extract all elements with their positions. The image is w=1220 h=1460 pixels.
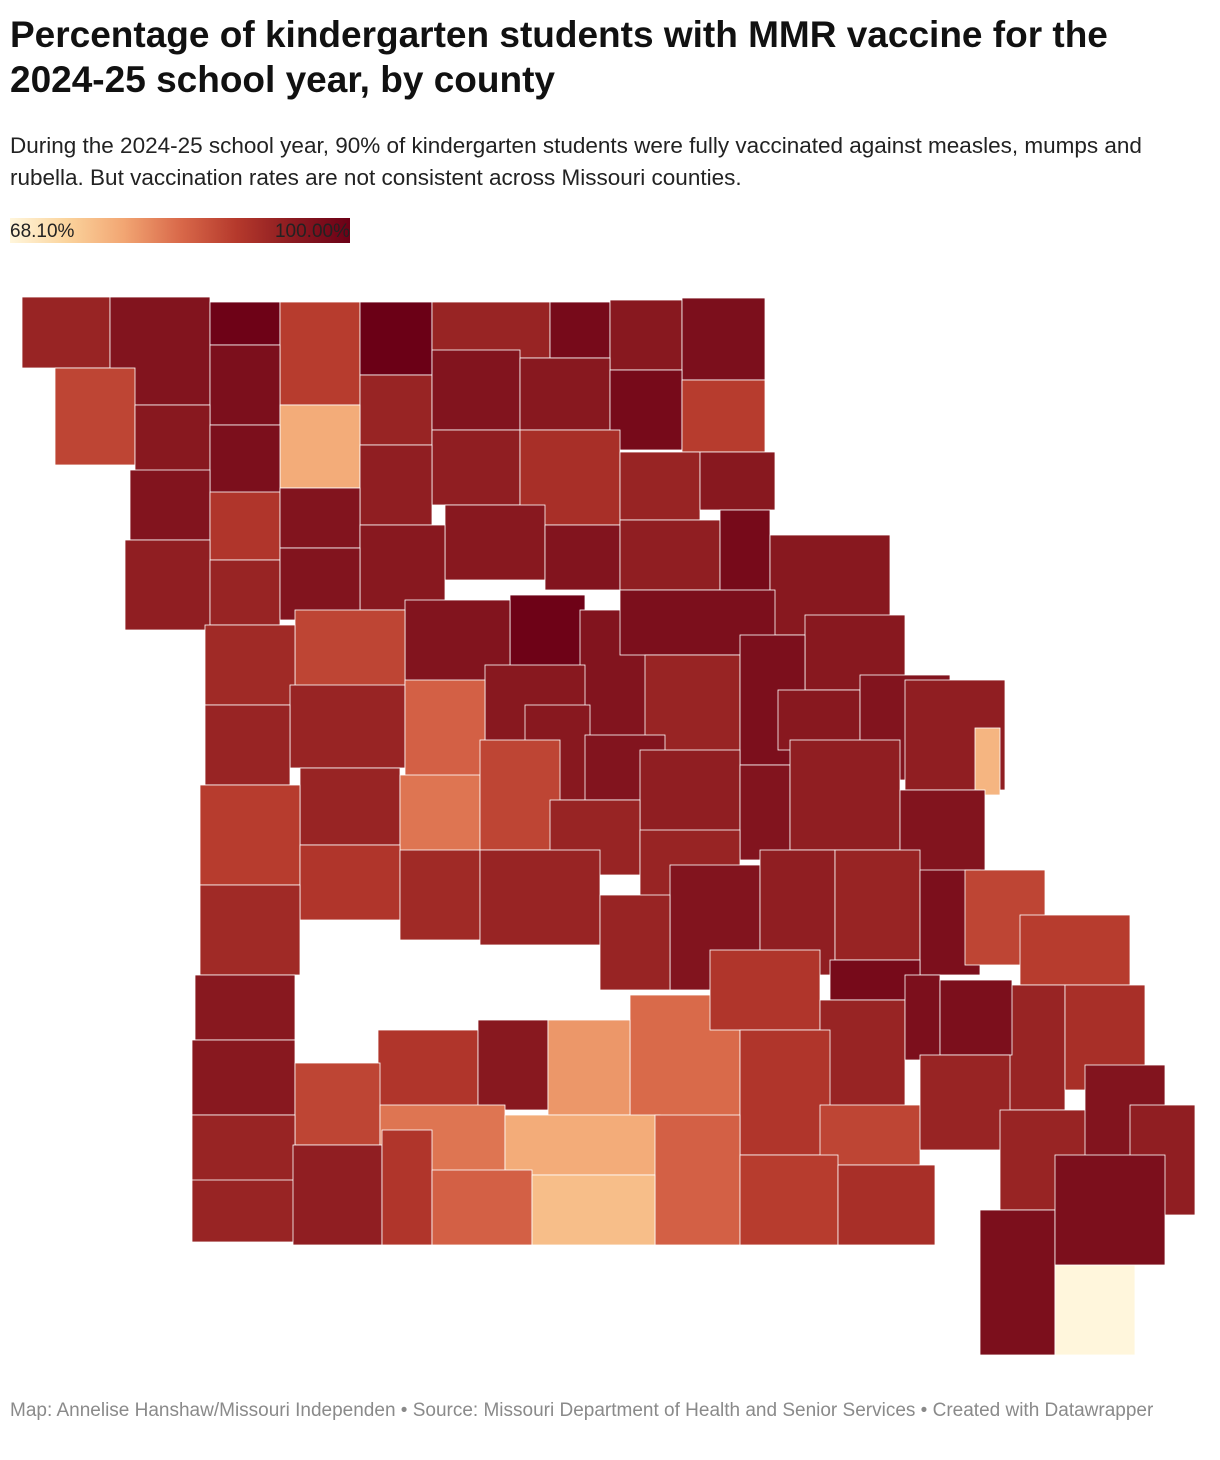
county xyxy=(381,1129,433,1246)
county xyxy=(204,624,296,706)
county xyxy=(639,749,741,836)
county xyxy=(191,1114,296,1183)
county xyxy=(292,1144,383,1246)
county xyxy=(124,539,211,631)
county xyxy=(1019,914,1131,986)
chart-subtitle: During the 2024-25 school year, 90% of k… xyxy=(10,133,1142,190)
county xyxy=(191,1039,296,1116)
chart-title: Percentage of kindergarten students with… xyxy=(10,14,1108,100)
county xyxy=(359,444,433,526)
county xyxy=(294,1062,381,1146)
county xyxy=(279,301,361,406)
county xyxy=(531,1174,656,1246)
county xyxy=(129,469,211,541)
county xyxy=(399,849,481,941)
county xyxy=(299,844,401,921)
legend-gradient xyxy=(10,218,350,243)
county xyxy=(739,1154,839,1246)
county xyxy=(289,684,406,769)
legend-label: 68.10% xyxy=(10,221,75,242)
county xyxy=(1054,1154,1166,1266)
county xyxy=(979,1209,1056,1356)
county xyxy=(549,301,611,359)
county xyxy=(919,1054,1011,1151)
county xyxy=(599,894,671,991)
county xyxy=(819,999,906,1111)
county xyxy=(479,739,561,851)
county xyxy=(199,884,301,976)
county xyxy=(209,424,281,496)
county xyxy=(359,524,446,611)
county xyxy=(191,1179,296,1243)
county xyxy=(904,974,941,1061)
county xyxy=(279,404,361,489)
legend-label: 100.00% xyxy=(275,221,350,242)
county xyxy=(209,344,281,426)
county xyxy=(477,1019,549,1111)
county xyxy=(681,379,766,453)
county xyxy=(299,767,401,846)
county xyxy=(194,974,296,1041)
county xyxy=(479,849,601,946)
county xyxy=(719,509,771,596)
county xyxy=(609,369,683,451)
county xyxy=(519,357,611,431)
county xyxy=(359,374,433,446)
county xyxy=(1054,1264,1136,1356)
county xyxy=(609,299,683,371)
county xyxy=(209,559,281,626)
county xyxy=(509,594,586,676)
county xyxy=(404,679,486,781)
county xyxy=(359,301,433,376)
county xyxy=(834,849,921,961)
county xyxy=(619,451,701,521)
county xyxy=(199,784,301,886)
map: 68.10% 100.00% xyxy=(10,218,1196,1356)
county xyxy=(739,1029,831,1156)
county xyxy=(21,296,111,369)
county xyxy=(837,1164,936,1246)
county xyxy=(431,349,521,431)
county xyxy=(974,727,1001,796)
county xyxy=(294,609,406,691)
county xyxy=(789,739,901,851)
county xyxy=(54,367,136,466)
county xyxy=(699,451,776,511)
county xyxy=(709,949,821,1031)
county xyxy=(619,519,721,591)
county xyxy=(279,487,361,549)
county xyxy=(681,297,766,381)
county xyxy=(654,1114,741,1246)
county xyxy=(939,979,1013,1056)
county xyxy=(739,764,791,861)
county xyxy=(431,1169,533,1246)
county xyxy=(444,504,546,581)
county xyxy=(504,1114,661,1176)
county xyxy=(209,301,281,346)
county xyxy=(204,704,291,786)
county xyxy=(377,1029,479,1111)
county xyxy=(547,1019,631,1116)
county xyxy=(209,491,281,561)
chart-footer: Map: Annelise Hanshaw/Missouri Independe… xyxy=(10,1400,1154,1421)
county xyxy=(279,547,361,621)
county xyxy=(431,429,521,506)
county xyxy=(544,524,621,591)
